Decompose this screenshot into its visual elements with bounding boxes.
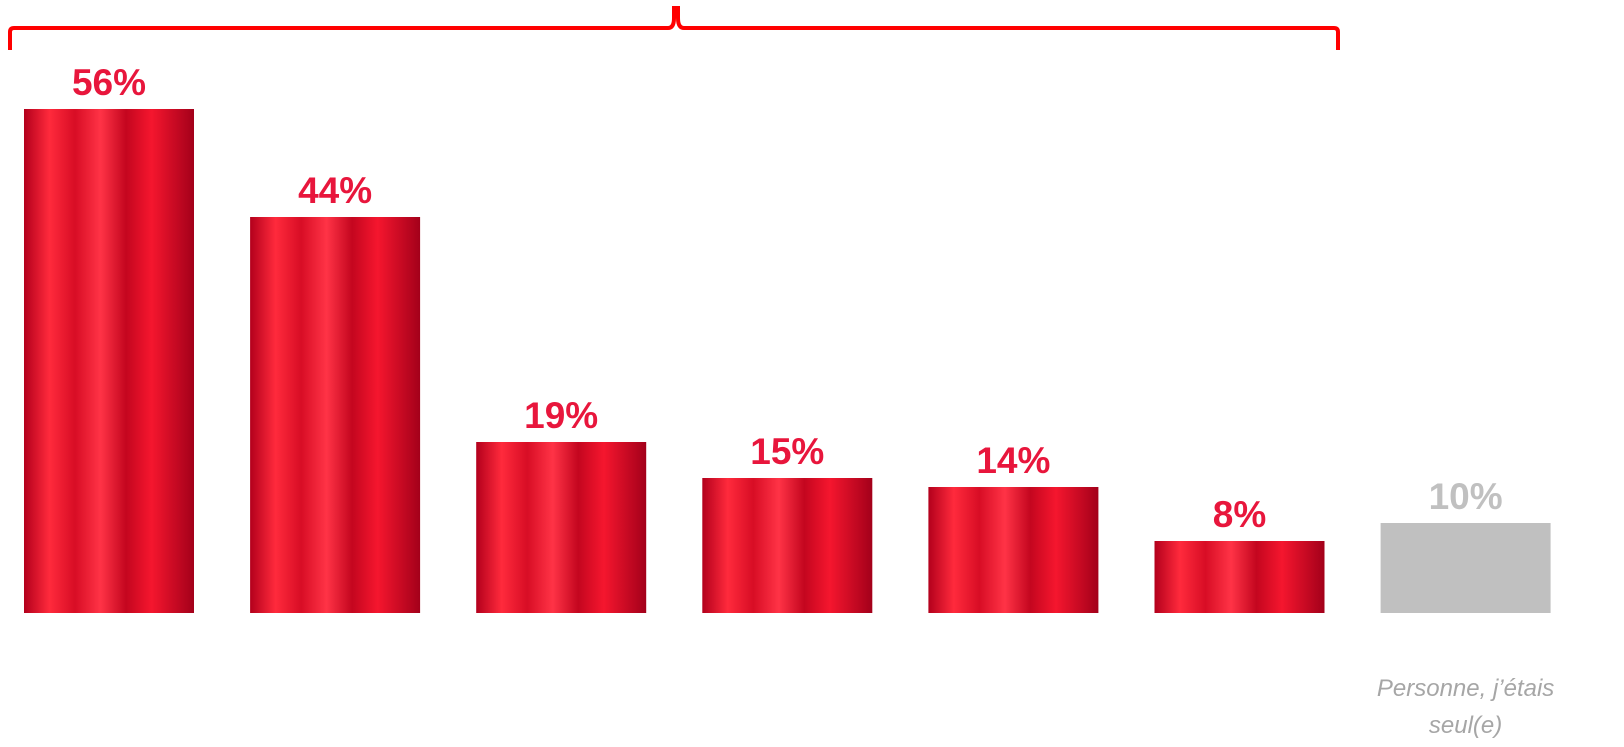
bar [928, 487, 1099, 613]
value-label: 19% [524, 395, 598, 436]
bar [250, 217, 421, 613]
value-label: 8% [1213, 494, 1266, 535]
bracket [8, 6, 1340, 50]
bar [476, 442, 647, 613]
value-label: 14% [976, 440, 1050, 481]
value-label: 15% [750, 431, 824, 472]
bar [24, 109, 194, 613]
category-label: Personne, j’étais seul(e) [1376, 675, 1555, 739]
value-label: 10% [1429, 476, 1503, 517]
value-label: 56% [72, 62, 146, 103]
value-label: 44% [298, 170, 372, 211]
bar [1154, 541, 1325, 613]
bar [702, 478, 873, 613]
bar [1380, 523, 1551, 613]
